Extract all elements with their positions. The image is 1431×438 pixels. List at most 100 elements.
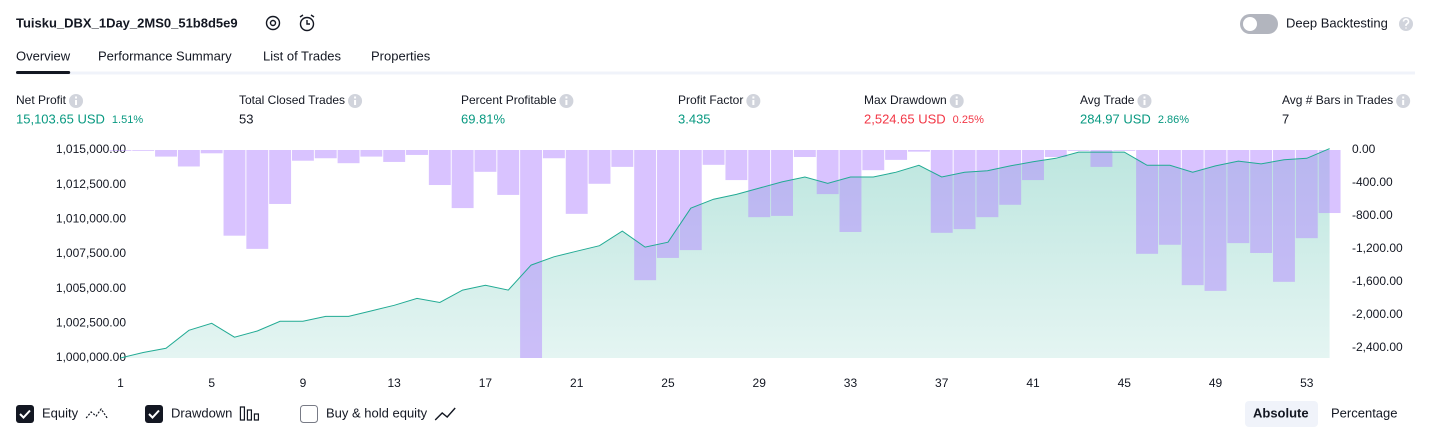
metric-label: Avg Trade [1080, 93, 1135, 107]
metric-value: 284.97 USD [1080, 111, 1151, 126]
checkmark [19, 409, 31, 419]
tab[interactable]: Overview [16, 48, 71, 63]
drawdown-bar [428, 150, 451, 186]
info-icon[interactable] [949, 94, 964, 108]
metric-label: Total Closed Trades [239, 93, 345, 107]
metric-label: Avg # Bars in Trades [1282, 93, 1393, 107]
info-dot [75, 96, 78, 99]
y-tick-label: 1,012,500.00 [56, 177, 126, 191]
drawdown-bar [1136, 150, 1159, 254]
legend-label: Equity [42, 405, 79, 420]
drawdown-bar [679, 150, 702, 251]
legend-toggle[interactable] [16, 405, 34, 423]
alert-button[interactable] [299, 14, 315, 32]
deep-backtesting-switch[interactable] [1240, 14, 1278, 34]
x-tick-label: 29 [753, 376, 767, 390]
info-dot [752, 96, 755, 99]
tab[interactable]: Properties [371, 48, 431, 63]
info-icon[interactable] [348, 94, 363, 108]
drawdown-bar [1090, 150, 1113, 167]
info-stem [1402, 100, 1405, 105]
drawdown-bar [1022, 150, 1044, 181]
drawdown-bar [839, 150, 862, 232]
drawdown-bar [976, 150, 999, 218]
tab[interactable]: Performance Summary [98, 48, 232, 63]
drawdown-bar [314, 150, 337, 159]
drawdown-bar [565, 150, 588, 214]
metric-label: Max Drawdown [864, 93, 947, 107]
metric-value: 69.81% [461, 111, 506, 126]
drawdown-bar [588, 150, 611, 184]
x-tick-label: 5 [208, 376, 215, 390]
legend-toggle[interactable] [145, 405, 163, 423]
info-icon[interactable] [1396, 94, 1411, 108]
drawdown-bar [725, 150, 748, 181]
x-tick-label: 17 [479, 376, 493, 390]
info-stem [955, 100, 958, 105]
drawdown-bar [109, 150, 132, 151]
info-icon[interactable] [559, 94, 574, 108]
y-tick-label: 1,007,500.00 [56, 246, 126, 260]
info-dot [1143, 96, 1146, 99]
drawdown-bar [1295, 150, 1318, 239]
info-icon[interactable] [1137, 94, 1152, 108]
drawdown-bar [177, 150, 200, 167]
info-stem [354, 100, 357, 105]
tab[interactable]: List of Trades [263, 48, 342, 63]
drawdown-bar [862, 150, 885, 171]
drawdown-bar [451, 150, 474, 209]
help-icon[interactable] [1399, 17, 1413, 31]
drawdown-bar [269, 150, 292, 204]
mode-highlight [1245, 401, 1318, 427]
y-tick-label: 1,000,000.00 [56, 350, 126, 364]
metric-value: 7 [1282, 111, 1289, 126]
mode-button[interactable]: Percentage [1331, 405, 1398, 420]
drawdown-bar [132, 150, 155, 151]
buy-hold-label: Buy & hold equity [326, 405, 428, 420]
drawdown-bar [1227, 150, 1250, 244]
drawdown-bar [1273, 150, 1295, 282]
tab-underline [16, 71, 71, 74]
metric-value: 2,524.65 USD [864, 111, 946, 126]
metric-label: Net Profit [16, 93, 67, 107]
drawdown-bar [611, 150, 634, 167]
y2-tick-label: -1,200.00 [1352, 241, 1403, 255]
x-tick-label: 25 [661, 376, 675, 390]
clock-icon [299, 16, 315, 32]
clock-hands [299, 14, 315, 25]
settings-button[interactable] [265, 15, 281, 31]
metric-percent: 2.86% [1158, 114, 1189, 126]
drawdown-bar [1250, 150, 1273, 253]
info-stem [752, 100, 755, 105]
drawdown-bar [816, 150, 839, 195]
info-icon[interactable] [69, 94, 84, 108]
y2-tick-label: -2,000.00 [1352, 307, 1403, 321]
drawdown-bar [771, 150, 793, 216]
x-tick-label: 9 [300, 376, 307, 390]
metric-percent: 0.25% [953, 114, 984, 126]
y-tick-label: 1,005,000.00 [56, 281, 126, 295]
buy-hold-icon [434, 407, 456, 421]
y-tick-label: 1,010,000.00 [56, 212, 126, 226]
drawdown-bar [383, 150, 406, 162]
info-dot [955, 96, 958, 99]
drawdown-icon [239, 406, 260, 421]
y2-tick-label: -2,400.00 [1352, 340, 1403, 354]
checkmark [148, 409, 160, 419]
deep-backtesting-label: Deep Backtesting [1286, 15, 1388, 30]
buy-hold-toggle[interactable] [300, 405, 318, 423]
info-dot [565, 96, 568, 99]
drawdown-bar [406, 150, 428, 155]
drawdown-bar [1067, 150, 1090, 151]
mode-button[interactable]: Absolute [1253, 405, 1309, 420]
drawdown-bar [155, 150, 177, 157]
equity-line [120, 148, 1330, 359]
switch-knob [1243, 17, 1257, 31]
y2-tick-label: 0.00 [1352, 142, 1376, 156]
x-tick-label: 1 [117, 376, 124, 390]
metric-label: Profit Factor [678, 93, 743, 107]
drawdown-bar [907, 150, 930, 152]
drawdown-bar [953, 150, 976, 230]
info-icon[interactable] [746, 94, 761, 108]
